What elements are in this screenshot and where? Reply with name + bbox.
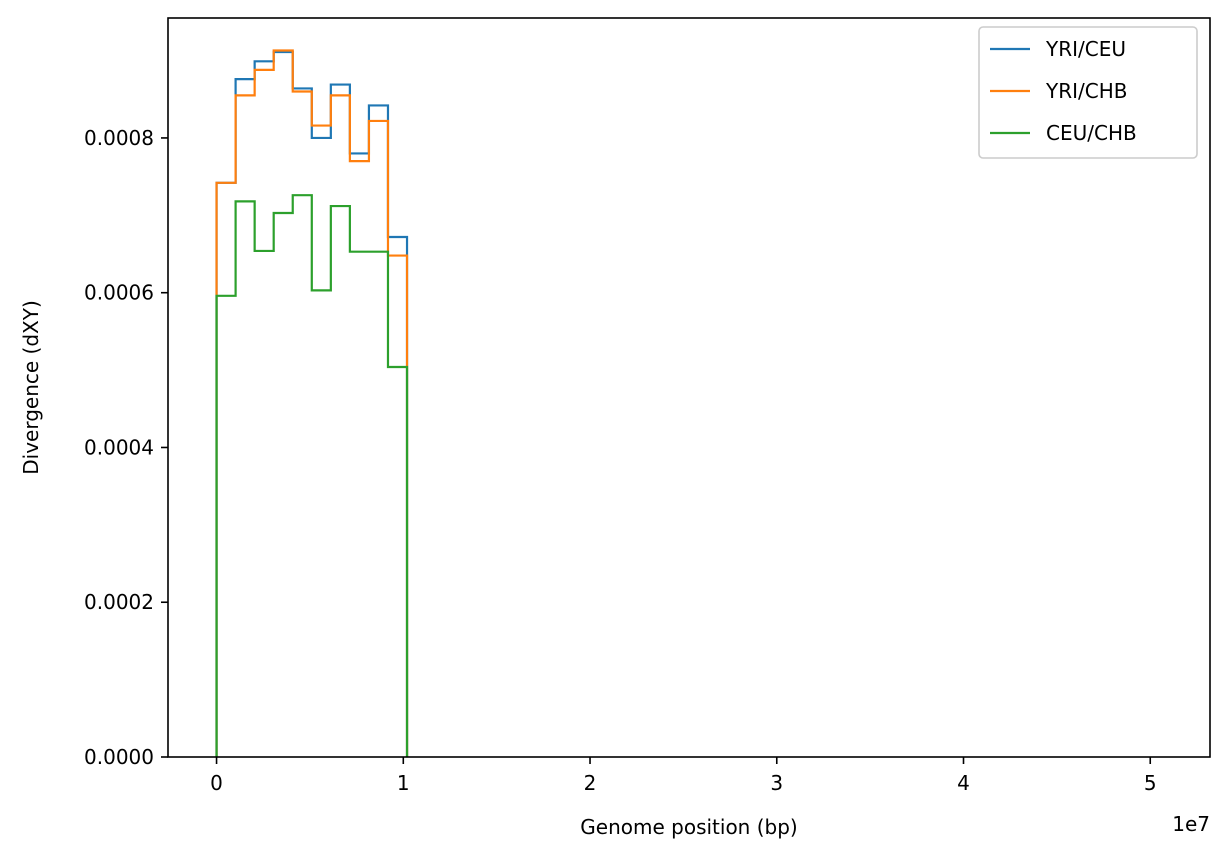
x-tick-label: 1 [397, 771, 410, 795]
y-tick-label: 0.0008 [84, 126, 154, 150]
y-axis-title: Divergence (dXY) [19, 300, 43, 475]
legend-label-2: CEU/CHB [1046, 121, 1137, 145]
legend: YRI/CEU YRI/CHB CEU/CHB [978, 26, 1198, 159]
series-layer [215, 49, 409, 757]
ticks-layer: 0 1 2 3 4 5 0.0000 0.0002 0.0004 0.0006 0.0008 [84, 126, 1157, 795]
x-offset-label: 1e7 [1172, 812, 1210, 836]
axes-frame [167, 17, 1211, 758]
x-tick-label: 4 [957, 771, 970, 795]
legend-label-0: YRI/CEU [1045, 37, 1126, 61]
legend-box [978, 26, 1198, 159]
legend-label-1: YRI/CHB [1045, 79, 1127, 103]
y-tick-label: 0.0000 [84, 745, 154, 769]
series-line-2 [215, 194, 409, 757]
x-axis-title: Genome position (bp) [580, 815, 797, 839]
x-tick-label: 0 [210, 771, 223, 795]
x-tick-label: 3 [770, 771, 783, 795]
series-line-1 [215, 49, 409, 757]
x-tick-label: 2 [584, 771, 597, 795]
y-tick-label: 0.0002 [84, 590, 154, 614]
y-tick-label: 0.0006 [84, 281, 154, 305]
x-tick-label: 5 [1144, 771, 1157, 795]
y-tick-label: 0.0004 [84, 435, 154, 459]
